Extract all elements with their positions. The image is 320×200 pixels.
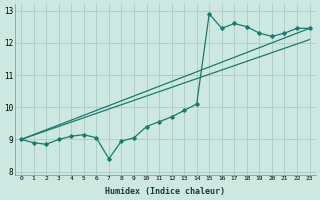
X-axis label: Humidex (Indice chaleur): Humidex (Indice chaleur) xyxy=(105,187,225,196)
